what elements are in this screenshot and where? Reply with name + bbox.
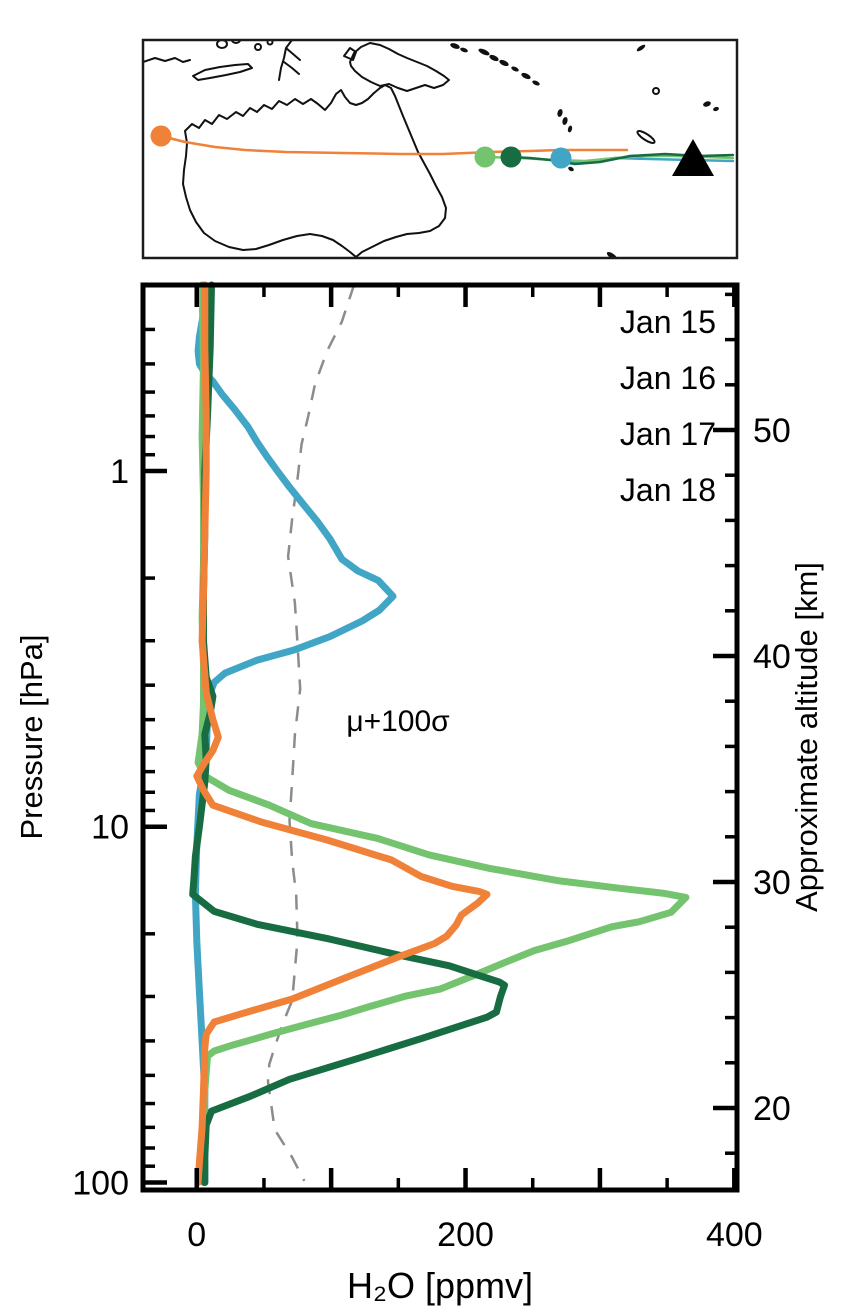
pressure-tick-label: 10 [91, 809, 129, 847]
birds-head-island [343, 47, 357, 61]
small-island [231, 41, 241, 44]
altitude-tick-label: 30 [753, 864, 791, 902]
altitude-tick-label: 50 [753, 412, 791, 450]
legend-item-jan-17: Jan 17 [620, 416, 716, 452]
small-island [266, 41, 274, 46]
timor-island [192, 63, 253, 81]
volcano-triangle-icon [672, 139, 714, 176]
legend-item-jan-18: Jan 18 [620, 472, 716, 508]
solomon-islands [450, 43, 540, 86]
altitude-tick-label: 20 [753, 1090, 791, 1128]
plot-border [140, 282, 740, 1193]
profile-chart: 0 200 400 1 10 100 50 40 30 20 Jan 15 Jan 16 Jan 17… [14, 281, 824, 1306]
small-island [254, 43, 262, 51]
marker-dot-jan-17 [500, 146, 522, 168]
reference-curve-mu-100sigma [266, 284, 356, 1182]
series-lines [189, 281, 690, 1186]
legend: Jan 15 Jan 16 Jan 17 Jan 18 [620, 304, 716, 508]
axis-tick-labels: 0 200 400 1 10 100 50 40 30 20 [72, 412, 791, 1254]
map-frame [141, 38, 739, 260]
small-island [216, 41, 228, 49]
altitude-tick-label: 40 [753, 638, 791, 676]
sulawesi-island [278, 41, 301, 81]
map-markers [150, 125, 572, 169]
pacific-islands [557, 44, 719, 257]
series-line-jan-18 [193, 281, 491, 1186]
pressure-tick-label: 1 [110, 453, 129, 491]
x-axis-title: H₂O [ppmv] [347, 1265, 533, 1306]
legend-item-jan-16: Jan 16 [620, 360, 716, 396]
map-panel [141, 38, 739, 260]
x-tick-label: 400 [706, 1216, 763, 1254]
map-content [144, 41, 735, 257]
pressure-tick-label: 100 [72, 1164, 129, 1202]
x-tick-label: 0 [187, 1216, 206, 1254]
indonesia-coast-squiggle [144, 57, 191, 63]
y-axis-title-left: Pressure [hPa] [14, 634, 49, 839]
australia-coastline [182, 84, 447, 257]
new-guinea-coastline [349, 42, 450, 92]
legend-item-jan-15: Jan 15 [620, 304, 716, 340]
map-coastlines [144, 41, 719, 257]
marker-dot-jan-16 [474, 146, 496, 168]
x-tick-label: 200 [437, 1216, 494, 1254]
y-axis-title-right: Approximate altitude [km] [789, 562, 824, 912]
reference-curve-label: μ+100σ [346, 705, 450, 738]
marker-dot-jan-18 [150, 125, 172, 147]
marker-dot-jan-15 [550, 147, 572, 169]
